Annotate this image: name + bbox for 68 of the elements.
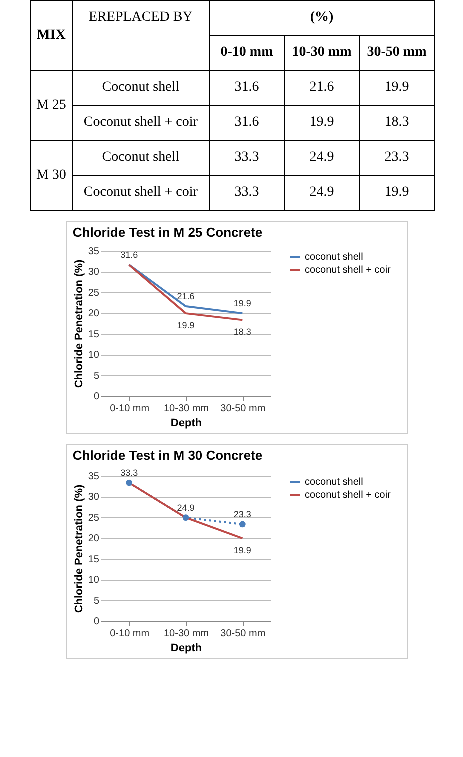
text: 19.9 <box>360 70 434 106</box>
point <box>240 521 246 528</box>
x-tick-label: 10-30 mm <box>164 628 210 640</box>
data-label: 18.3 <box>234 327 252 338</box>
x-tick-label: 30-50 mm <box>220 628 266 640</box>
text: 19.9 <box>284 106 360 140</box>
text: Coconut shell <box>72 70 210 106</box>
data-label: 19.9 <box>177 320 195 331</box>
x-tick-label: 0-10 mm <box>110 628 150 640</box>
y-axis-title: Chloride Penetration (%) <box>73 259 86 388</box>
legend-label: coconut shell <box>305 252 364 263</box>
text: 21.6 <box>284 70 360 106</box>
y-tick-label: 25 <box>88 288 100 299</box>
text: 19.9 <box>360 176 434 210</box>
y-tick-label: 15 <box>88 329 100 340</box>
data-label: 23.3 <box>234 509 252 520</box>
text: 24.9 <box>284 176 360 210</box>
x-tick-label: 10-30 mm <box>164 404 210 414</box>
x-axis-title: Depth <box>170 418 202 430</box>
y-axis-title: Chloride Penetration (%) <box>73 484 86 614</box>
text: M 25 <box>30 70 72 140</box>
legend-label: coconut shell + coir <box>305 265 392 276</box>
y-tick-label: 20 <box>88 308 100 320</box>
chart-title: Chloride Test in M 30 Concrete <box>72 448 263 464</box>
data-label: 19.9 <box>234 546 252 556</box>
point <box>182 514 190 521</box>
y-tick-label: 10 <box>88 350 100 362</box>
text: Coconut shell <box>72 140 210 176</box>
y-tick-label: 5 <box>94 370 100 382</box>
text: 31.6 <box>210 70 284 106</box>
chart-title: Chloride Test in M 25 Concrete <box>72 225 263 240</box>
text: 18.3 <box>360 106 434 140</box>
y-tick-label: 15 <box>88 554 100 566</box>
y-tick-label: 30 <box>88 492 100 504</box>
y-tick-label: 0 <box>94 392 100 402</box>
text: 33.3 <box>210 140 284 176</box>
y-tick-label: 35 <box>88 472 100 482</box>
x-tick-label: 30-50 mm <box>220 404 266 414</box>
text: EREPLACED BY <box>72 0 210 70</box>
data-label: 21.6 <box>177 292 195 302</box>
data-label: 31.6 <box>120 250 138 260</box>
text: 10-30 mm <box>284 36 360 70</box>
point <box>126 480 132 486</box>
text: 0-10 mm <box>210 36 284 70</box>
y-tick-label: 0 <box>94 616 100 628</box>
x-axis-title: Depth <box>170 642 202 654</box>
data-label: 19.9 <box>234 298 252 309</box>
y-tick-label: 5 <box>94 596 100 607</box>
text: 33.3 <box>210 176 284 210</box>
y-tick-label: 20 <box>88 534 100 545</box>
y-tick-label: 25 <box>88 512 100 524</box>
y-tick-label: 35 <box>88 246 100 258</box>
text: MIX <box>30 0 72 70</box>
y-tick-label: 30 <box>88 267 100 278</box>
x-tick-label: 0-10 mm <box>110 404 150 414</box>
text: M 30 <box>30 140 72 210</box>
legend-label: coconut shell + coir <box>305 490 392 501</box>
data-label: 33.3 <box>120 468 138 478</box>
text: (%) <box>210 0 434 36</box>
text: Coconut shell + coir <box>72 176 210 210</box>
text: 31.6 <box>210 106 284 140</box>
text: Coconut shell + coir <box>72 106 210 140</box>
legend-label: coconut shell <box>305 477 364 488</box>
text: 24.9 <box>284 140 360 176</box>
data-label: 24.9 <box>177 502 195 513</box>
text: 23.3 <box>360 140 434 176</box>
text: 30-50 mm <box>360 36 434 70</box>
y-tick-label: 10 <box>88 575 100 586</box>
